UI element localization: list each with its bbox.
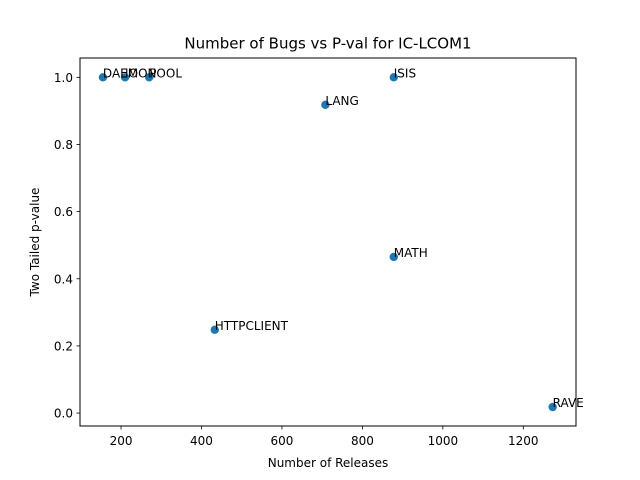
x-tick-label: 800 (351, 434, 374, 448)
x-axis-label: Number of Releases (268, 456, 389, 470)
data-point-label: ISIS (394, 66, 416, 80)
data-point-label: DAEMON (103, 66, 157, 80)
data-point (210, 325, 219, 335)
y-tick-label: 0.2 (54, 339, 73, 353)
y-tick-label: 0.0 (54, 407, 73, 421)
chart-title: Number of Bugs vs P-val for IC-LCOM1 (184, 35, 471, 53)
x-tick-label: 1000 (428, 434, 459, 448)
data-point-label: MATH (394, 246, 428, 260)
y-tick-label: 1.0 (54, 71, 73, 85)
y-tick-label: 0.6 (54, 205, 73, 219)
x-tick-label: 1200 (508, 434, 539, 448)
data-point (389, 252, 398, 262)
ticks-layer: 200 400 600 800 1000 1200 0.0 0.2 0.4 0.6 0.8 1.0 (54, 71, 539, 448)
y-axis-label: Two Tailed p-value (28, 188, 42, 298)
data-point (321, 100, 330, 110)
x-tick-label: 400 (190, 434, 213, 448)
x-tick-label: 200 (110, 434, 133, 448)
data-point (120, 73, 130, 82)
data-point (144, 73, 154, 82)
data-point (548, 402, 557, 412)
data-point-label: POOL (149, 66, 182, 80)
data-point-label: IO (125, 66, 138, 80)
y-tick-label: 0.4 (54, 272, 73, 286)
x-tick-label: 600 (270, 434, 293, 448)
y-tick-label: 0.8 (54, 138, 73, 152)
data-point-label: LANG (325, 94, 358, 108)
data-point (98, 73, 108, 82)
plot-frame (79, 57, 577, 427)
data-point-label: RAVE (553, 396, 584, 410)
data-point-label: HTTPCLIENT (215, 319, 289, 333)
data-point (389, 73, 398, 82)
